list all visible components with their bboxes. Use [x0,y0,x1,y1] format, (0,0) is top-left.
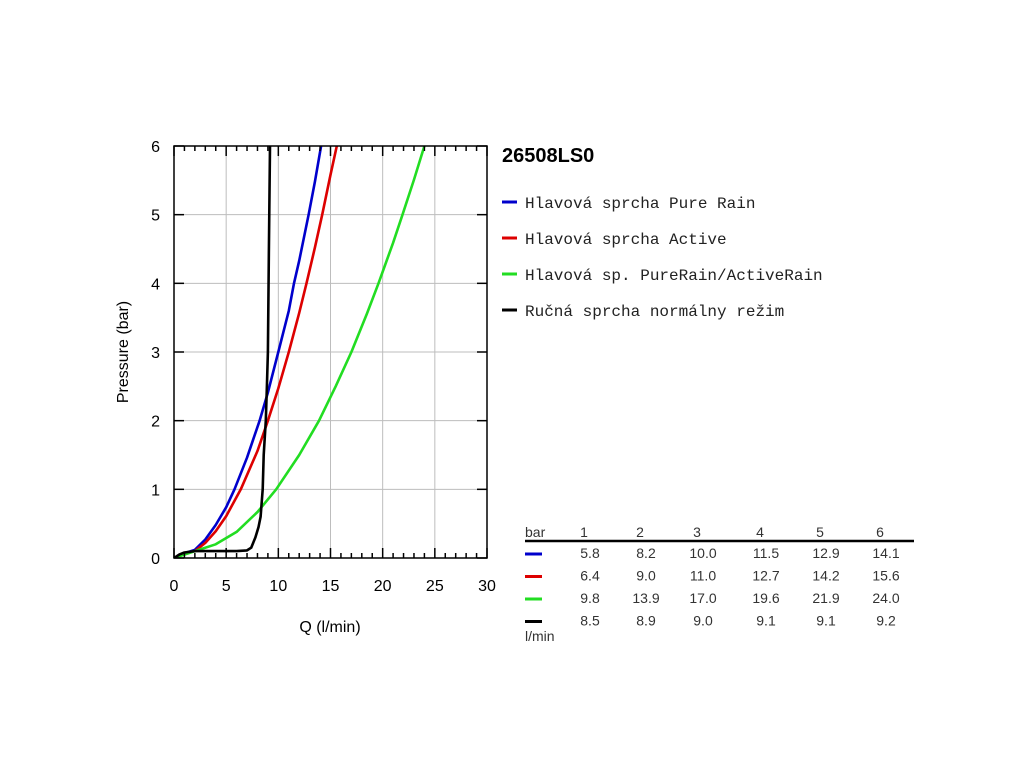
tick-labels: 0 5 10 15 20 25 30 0 1 2 3 4 5 6 [151,139,496,595]
x-tick-label: 10 [269,578,287,595]
x-tick-label: 5 [222,578,231,595]
legend-label-2: Hlavová sprcha Active [525,231,727,249]
chart-title: 26508LS0 [502,145,594,167]
table-cell: 13.9 [632,590,659,606]
table-cell: 9.0 [693,613,713,629]
table-cell: 11.5 [753,545,779,561]
legend-label-4: Ručná sprcha normálny režim [525,303,784,321]
y-axis-label: Pressure (bar) [115,301,132,403]
table-cell: 9.8 [580,590,600,606]
series-line-4 [174,146,272,558]
flow-table: bar 1 2 3 4 5 6 5.8 8.2 10.0 11.5 12.9 14.1 6.4 9.0 11.… [525,524,914,644]
series-line-2 [174,146,339,558]
x-tick-label: 15 [322,578,340,595]
table-cell: 14.2 [812,568,839,584]
table-cell: 17.0 [689,590,716,606]
series-group [174,146,426,558]
table-cell: 12.9 [812,545,839,561]
table-cell: 9.1 [756,613,776,629]
legend-label-3: Hlavová sp. PureRain/ActiveRain [525,267,823,285]
y-tick-label: 2 [151,414,160,431]
table-header-pressure: 1 [580,524,588,540]
table-cell: 24.0 [872,590,899,606]
y-tick-label: 0 [151,551,160,568]
table-cell: 5.8 [580,545,600,561]
x-tick-label: 0 [170,578,179,595]
table-cell: 10.0 [689,545,716,561]
table-header-pressure: 2 [636,524,644,540]
table-cell: 8.9 [636,613,656,629]
grid [174,146,487,558]
y-tick-label: 5 [151,208,160,225]
y-tick-label: 1 [151,482,160,499]
table-cell: 8.2 [636,545,656,561]
y-tick-label: 6 [151,139,160,156]
table-header-pressure: 5 [816,524,824,540]
table-header-pressure: 3 [693,524,701,540]
table-cell: 9.1 [816,613,836,629]
legend-label-1: Hlavová sprcha Pure Rain [525,195,755,213]
y-tick-label: 4 [151,276,160,293]
table-header-pressure: 6 [876,524,884,540]
table-cell: 8.5 [580,613,600,629]
table-header-pressure: 4 [756,524,764,540]
table-header-unit: bar [525,524,546,540]
table-cell: 21.9 [812,590,839,606]
legend: Hlavová sprcha Pure Rain Hlavová sprcha A… [502,195,823,321]
table-cell: 11.0 [690,568,716,584]
x-tick-label: 30 [478,578,496,595]
x-tick-label: 25 [426,578,444,595]
table-cell: 9.2 [876,613,896,629]
table-cell: 6.4 [580,568,600,584]
table-cell: 12.7 [752,568,779,584]
table-cell: 19.6 [752,590,779,606]
table-cell: 14.1 [872,545,899,561]
table-unit-label: l/min [525,628,555,644]
series-line-3 [174,146,426,558]
series-line-1 [174,146,323,558]
x-tick-label: 20 [374,578,392,595]
x-axis-label: Q (l/min) [299,619,360,636]
table-cell: 15.6 [872,568,899,584]
y-tick-label: 3 [151,345,160,362]
table-cell: 9.0 [636,568,656,584]
ticks [173,145,488,559]
